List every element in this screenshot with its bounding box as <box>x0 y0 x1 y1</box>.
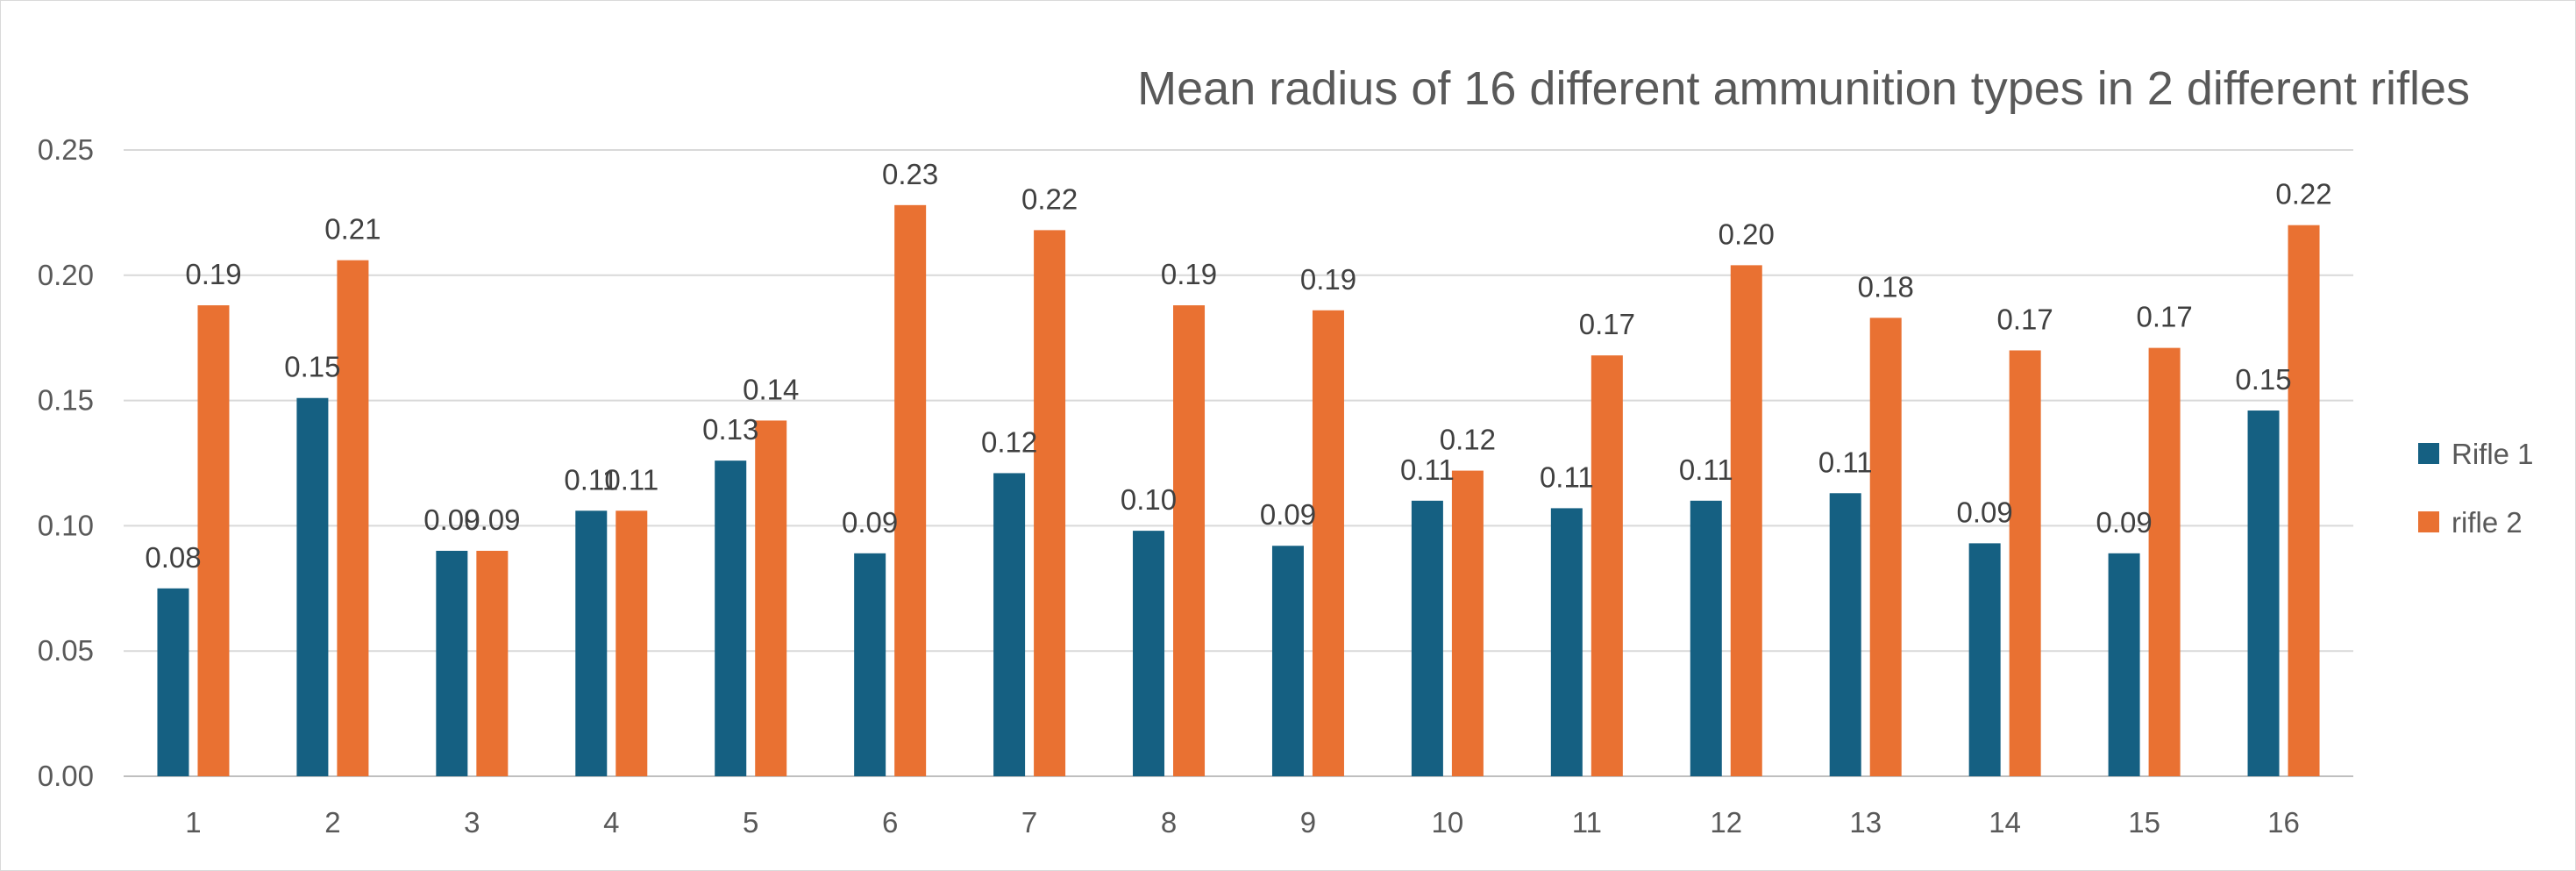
x-tick-label: 16 <box>2267 806 2300 839</box>
x-tick-label: 8 <box>1161 806 1177 839</box>
data-label: 0.19 <box>1161 258 1217 290</box>
x-tick-label: 5 <box>743 806 758 839</box>
data-label: 0.10 <box>1121 483 1177 516</box>
data-labels: 0.080.190.150.210.090.090.110.110.130.14… <box>145 158 2331 574</box>
legend-label: Rifle 1 <box>2451 438 2534 470</box>
data-label: 0.09 <box>842 506 898 539</box>
bar-series-2-cat-9 <box>1312 310 1344 776</box>
x-tick-label: 3 <box>464 806 480 839</box>
bar-series-1-cat-12 <box>1690 500 1722 776</box>
bar-series-1-cat-1 <box>157 588 189 776</box>
data-label: 0.12 <box>1440 424 1496 456</box>
bar-series-1-cat-6 <box>854 553 886 776</box>
legend-swatch <box>2418 443 2439 464</box>
data-label: 0.19 <box>185 258 241 290</box>
bar-series-2-cat-1 <box>197 305 230 776</box>
bar-series-2-cat-12 <box>1730 265 1762 777</box>
data-label: 0.11 <box>564 463 618 496</box>
y-tick-label: 0.15 <box>38 384 94 417</box>
bar-series-1-cat-10 <box>1411 500 1443 776</box>
bar-series-1-cat-16 <box>2247 411 2280 776</box>
x-tick-label: 13 <box>1849 806 1882 839</box>
data-label: 0.12 <box>981 425 1037 458</box>
chart-title: Mean radius of 16 different ammunition t… <box>1137 62 2470 115</box>
data-label: 0.11 <box>1400 453 1455 486</box>
bar-series-1-cat-15 <box>2108 553 2140 776</box>
data-label: 0.17 <box>1997 303 2053 335</box>
bar-series-2-cat-15 <box>2148 347 2181 776</box>
bar-series-1-cat-13 <box>1829 493 1861 776</box>
bar-series-1-cat-8 <box>1133 531 1165 776</box>
bar-series-1-cat-9 <box>1271 546 1304 776</box>
data-label: 0.11 <box>1540 460 1594 493</box>
bar-series-1-cat-7 <box>993 473 1026 776</box>
x-tick-label: 6 <box>882 806 898 839</box>
x-tick-label: 10 <box>1432 806 1464 839</box>
bar-series-2-cat-16 <box>2288 225 2320 776</box>
bar-series-2-cat-11 <box>1590 355 1623 776</box>
bar-series-1-cat-3 <box>436 550 468 776</box>
data-label: 0.08 <box>145 541 201 574</box>
bar-series-2-cat-10 <box>1451 470 1484 776</box>
bar-series-2-cat-14 <box>2009 350 2041 776</box>
data-label: 0.11 <box>604 463 658 496</box>
x-tick-label: 4 <box>603 806 619 839</box>
legend: Rifle 1 rifle 2 <box>2418 438 2534 539</box>
y-axis-tick-labels: 0.00 0.05 0.10 0.15 0.20 0.25 <box>38 133 94 792</box>
bar-series-1-cat-2 <box>296 397 329 776</box>
bar-series-2-cat-6 <box>894 204 927 776</box>
data-label: 0.17 <box>1579 308 1635 340</box>
x-tick-label: 2 <box>324 806 340 839</box>
legend-label: rifle 2 <box>2451 506 2523 539</box>
data-label: 0.15 <box>284 351 340 383</box>
bar-series-2-cat-8 <box>1173 305 1206 776</box>
bar-series-2-cat-13 <box>1869 318 1902 776</box>
y-tick-label: 0.10 <box>38 509 94 541</box>
data-label: 0.19 <box>1300 263 1356 296</box>
data-label: 0.13 <box>702 413 758 446</box>
x-tick-label: 1 <box>185 806 201 839</box>
bar-series-1-cat-14 <box>1968 543 2001 776</box>
data-label: 0.09 <box>464 503 520 536</box>
data-label: 0.11 <box>1679 453 1733 486</box>
x-tick-label: 12 <box>1710 806 1742 839</box>
y-tick-label: 0.20 <box>38 259 94 291</box>
data-label: 0.11 <box>1818 446 1873 478</box>
bar-series-2-cat-3 <box>476 550 509 776</box>
bars <box>157 204 2320 777</box>
x-tick-label: 14 <box>1989 806 2021 839</box>
bar-series-1-cat-5 <box>715 460 747 776</box>
data-label: 0.21 <box>324 213 381 246</box>
x-tick-label: 11 <box>1572 806 1602 839</box>
data-label: 0.09 <box>1260 498 1316 531</box>
data-label: 0.09 <box>423 503 480 536</box>
legend-swatch <box>2418 511 2439 532</box>
x-tick-label: 9 <box>1300 806 1316 839</box>
bar-series-1-cat-4 <box>575 510 608 776</box>
data-label: 0.18 <box>1858 270 1914 303</box>
data-label: 0.15 <box>2235 363 2291 396</box>
y-tick-label: 0.25 <box>38 133 94 166</box>
bar-series-2-cat-7 <box>1034 230 1066 777</box>
y-tick-label: 0.05 <box>38 634 94 667</box>
data-label: 0.17 <box>2136 301 2192 333</box>
data-label: 0.22 <box>1021 182 1078 215</box>
data-label: 0.09 <box>1957 496 2013 528</box>
y-tick-label: 0.00 <box>38 760 94 792</box>
data-label: 0.09 <box>2096 506 2152 539</box>
data-label: 0.14 <box>743 373 799 405</box>
data-label: 0.20 <box>1719 218 1775 250</box>
x-tick-label: 15 <box>2128 806 2160 839</box>
bar-series-1-cat-11 <box>1550 508 1583 776</box>
x-axis-tick-labels: 1 2 3 4 5 6 7 8 9 10 11 12 13 14 15 16 <box>185 806 2300 839</box>
data-label: 0.22 <box>2275 178 2331 211</box>
bar-series-2-cat-2 <box>337 260 369 776</box>
data-label: 0.23 <box>882 158 938 190</box>
bar-series-2-cat-4 <box>616 510 648 776</box>
x-tick-label: 7 <box>1021 806 1037 839</box>
bar-series-2-cat-5 <box>755 420 787 776</box>
